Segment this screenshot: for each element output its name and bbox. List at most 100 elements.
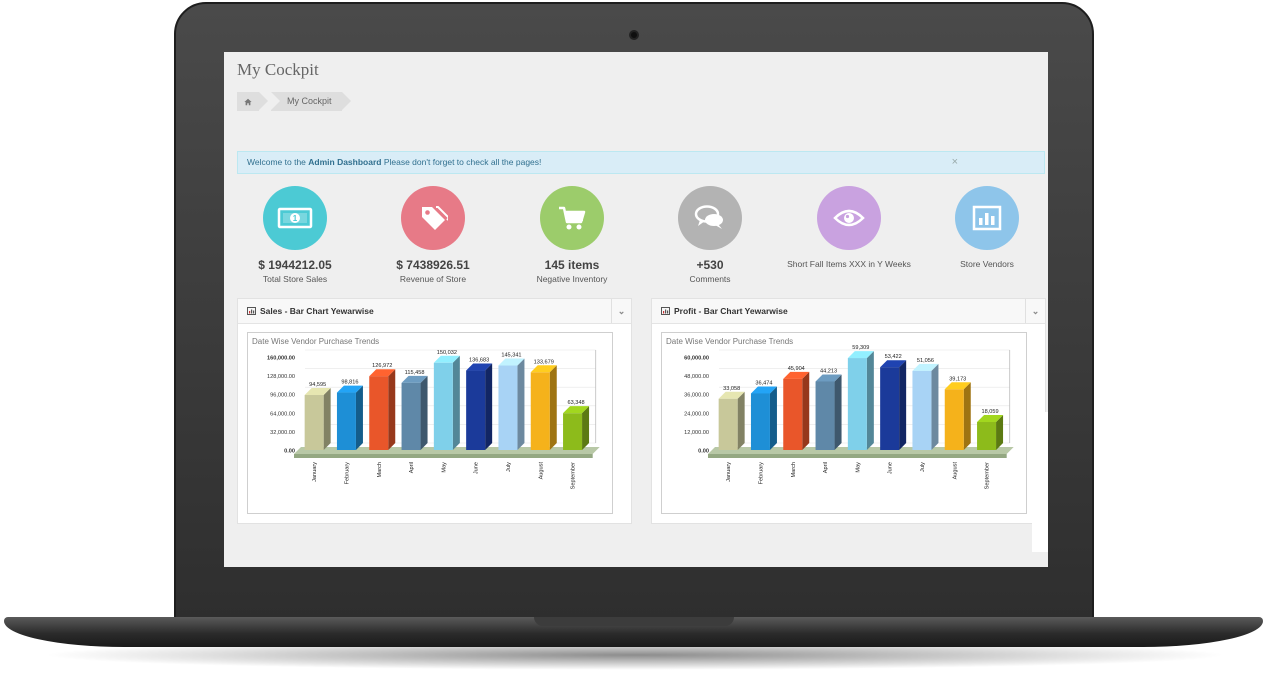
close-icon[interactable]: × [951, 156, 958, 168]
bar [718, 398, 738, 450]
bar-top [369, 369, 396, 377]
x-tick-label: September [571, 462, 577, 489]
bar-top [530, 365, 557, 373]
y-tick-label: 12,000.00 [684, 430, 709, 436]
bar-top [815, 374, 842, 382]
laptop-notch [534, 617, 734, 626]
stat-short-fall-items[interactable]: Short Fall Items XXX in Y Weeks [779, 186, 919, 270]
bar-side [388, 369, 396, 450]
bar-side [485, 363, 493, 450]
y-tick-label: 24,000.00 [684, 411, 709, 417]
bar [880, 367, 900, 450]
x-tick-label: March [377, 462, 383, 478]
bar-side [582, 406, 590, 450]
bar-top [433, 355, 460, 363]
data-label: 36,474 [755, 380, 772, 386]
alert-suffix: Please don't forget to check all the pag… [381, 157, 542, 167]
chart-floor-edge [708, 454, 1007, 458]
bar-side [737, 391, 745, 450]
y-tick-label: 96,000.00 [270, 393, 295, 399]
profit-bar-chart: 0.00 12,000.00 24,000.00 36,000.00 48,000.00… [684, 345, 1014, 489]
data-label: 18,059 [981, 409, 998, 415]
stat-label: Short Fall Items XXX in Y Weeks [787, 259, 911, 269]
x-tick-label: June [474, 462, 480, 474]
data-label: 126,972 [372, 363, 392, 369]
profit-chart: Date Wise Vendor Purchase Trends 0.00 12,… [661, 332, 1027, 514]
bar-top [750, 386, 777, 394]
x-tick-label: February [344, 462, 350, 485]
sales-bar-chart: 0.00 32,000.00 64,000.00 96,000.00 128,000.0… [267, 349, 600, 489]
bar-side [452, 355, 460, 450]
bar-top [718, 391, 745, 399]
breadcrumb-item[interactable]: My Cockpit [271, 92, 350, 111]
stat-store-vendors[interactable]: Store Vendors [917, 186, 1048, 270]
bar-top [466, 363, 493, 371]
camera-icon [629, 30, 639, 40]
bar [304, 395, 324, 450]
y-tick-label: 60,000.00 [684, 356, 709, 362]
chevron-down-icon[interactable]: ⌄ [1025, 299, 1045, 323]
x-tick-label: May [855, 462, 861, 473]
chart-floor-edge [294, 454, 593, 458]
bar-chart-icon [972, 205, 1002, 231]
y-tick-label: 160,000.00 [267, 356, 295, 362]
bar-top [912, 363, 939, 371]
stat-circle [540, 186, 604, 250]
x-tick-label: July [920, 462, 926, 472]
panel-header: Profit - Bar Chart Yewarwise ⌄ [652, 299, 1045, 324]
x-tick-label: April [409, 462, 415, 473]
data-label: 45,904 [788, 366, 805, 372]
x-tick-label: August [538, 462, 544, 480]
x-tick-label: September [985, 462, 991, 489]
bar [498, 365, 518, 450]
bar-top [498, 358, 525, 366]
data-label: 63,348 [567, 400, 584, 406]
sales-chart: Date Wise Vendor Purchase Trends 0.00 32,… [247, 332, 613, 514]
data-label: 44,213 [820, 368, 837, 374]
alert-prefix: Welcome to the [247, 157, 309, 167]
bar-side [420, 375, 428, 450]
stat-comments[interactable]: +530 Comments [640, 186, 780, 285]
x-tick-label: February [758, 462, 764, 485]
bar [401, 382, 421, 450]
data-label: 150,032 [437, 350, 457, 356]
screen: My Cockpit My Cockpit Welcome to the Adm… [224, 52, 1048, 567]
x-tick-label: January [312, 462, 318, 482]
bar [466, 370, 486, 450]
alert-strong: Admin Dashboard [308, 157, 382, 167]
bar-side [866, 351, 874, 450]
stat-circle: 1 [263, 186, 327, 250]
breadcrumb-home[interactable] [237, 92, 268, 111]
bar-top [563, 406, 590, 414]
chevron-down-icon[interactable]: ⌄ [611, 299, 631, 323]
x-tick-label: August [952, 462, 958, 480]
stat-total-store-sales[interactable]: 1 $ 1944212.05 Total Store Sales [225, 186, 365, 285]
bar-top [401, 375, 428, 383]
x-tick-label: April [823, 462, 829, 473]
stat-label: Store Vendors [960, 259, 1014, 269]
cart-icon [559, 206, 586, 230]
x-tick-label: March [791, 462, 797, 478]
stat-circle [817, 186, 881, 250]
data-label: 145,341 [501, 353, 521, 359]
stat-label: Total Store Sales [262, 274, 328, 284]
stat-label: Comments [689, 274, 731, 284]
panel-title: Profit - Bar Chart Yewarwise [674, 306, 788, 316]
stat-revenue-of-store[interactable]: $ 7438926.51 Revenue of Store [363, 186, 503, 285]
screen-edge [1032, 412, 1048, 552]
page-title: My Cockpit [237, 60, 319, 79]
data-label: 51,056 [917, 358, 934, 364]
bar-top [977, 415, 1004, 423]
stat-circle [955, 186, 1019, 250]
x-tick-label: May [441, 462, 447, 473]
bar-top [304, 388, 331, 396]
y-tick-label: 0.00 [284, 449, 295, 455]
bar-top [880, 360, 907, 368]
data-label: 98,816 [341, 380, 358, 386]
money-icon: 1 [277, 207, 313, 229]
bar [944, 389, 964, 450]
panel-title: Sales - Bar Chart Yewarwise [260, 306, 374, 316]
stat-label: Negative Inventory [536, 274, 608, 284]
bar-side [802, 371, 810, 450]
stat-negative-inventory[interactable]: 145 items Negative Inventory [502, 186, 642, 285]
